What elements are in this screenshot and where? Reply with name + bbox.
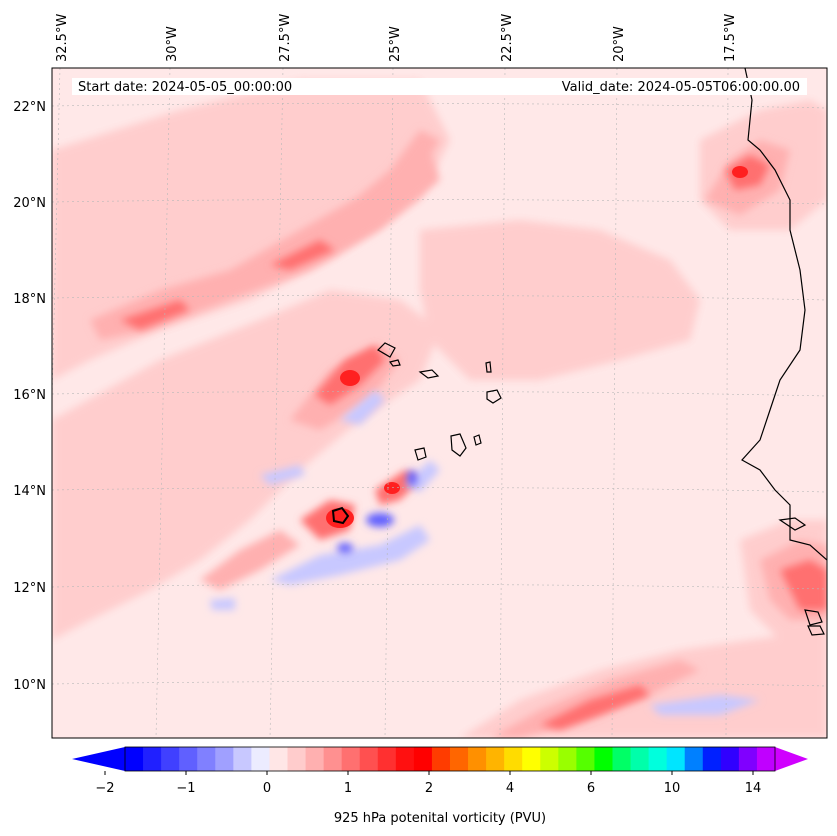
colorbar-tick-label: 1: [344, 781, 352, 796]
colorbar-cell: [702, 747, 722, 771]
colorbar-cell: [215, 747, 234, 771]
lat-label: 22°N: [13, 100, 46, 115]
graticule: [52, 68, 827, 738]
lat-label: 16°N: [13, 388, 46, 403]
colorbar-cell: [413, 747, 433, 771]
lon-label: 30°W: [165, 26, 180, 62]
colorbar-cell: [359, 747, 379, 771]
colorbar-tick-label: 2: [425, 781, 433, 796]
colorbar-cell: [504, 747, 523, 771]
colorbar-cell: [576, 747, 595, 771]
africa-coast: [741, 68, 827, 561]
island-maio: [473, 434, 482, 446]
lat-label: 20°N: [13, 196, 46, 211]
colorbar-cell: [287, 747, 306, 771]
lon-label: 20°W: [612, 26, 627, 62]
colorbar-tick-label: −1: [176, 781, 195, 796]
colorbar-tick-label: 10: [664, 781, 681, 796]
pv-field: [52, 68, 827, 738]
colorbar-cell: [143, 747, 162, 771]
colorbar-ticks: [104, 771, 754, 775]
lon-label: 32.5°W: [55, 14, 70, 62]
lat-label: 12°N: [13, 581, 46, 596]
coast-islets: [807, 625, 825, 636]
colorbar-cell: [756, 747, 776, 771]
coastlines: [331, 68, 827, 636]
colorbar-title: 925 hPa potenital vorticity (PVU): [334, 811, 546, 826]
colorbar-tick-label: 6: [587, 781, 595, 796]
colorbar-cell: [486, 747, 505, 771]
lon-label: 22.5°W: [500, 14, 515, 62]
colorbar-cell: [161, 747, 180, 771]
map-frame: [51, 67, 828, 739]
lat-label: 10°N: [13, 678, 46, 693]
start-date-label: Start date: 2024-05-05_00:00:00: [78, 80, 292, 95]
colorbar-cell: [522, 747, 541, 771]
island-brava: [331, 506, 350, 525]
lon-label: 27.5°W: [278, 14, 293, 62]
lat-label: 18°N: [13, 292, 46, 307]
colorbar-cell: [377, 747, 397, 771]
colorbar-cell: [594, 747, 613, 771]
colorbar-tick-label: 14: [745, 781, 762, 796]
lat-label: 14°N: [13, 484, 46, 499]
island-sao-nicolau: [418, 369, 440, 379]
colorbar-cell: [179, 747, 198, 771]
pv-negative: [210, 390, 760, 715]
header-bar: [72, 78, 807, 95]
pv-negative-strong: [337, 470, 417, 553]
colorbar-cell: [125, 747, 144, 771]
island-sal: [485, 361, 492, 373]
coast-guinea: [778, 517, 807, 531]
colorbar: −2 −1 0 1 2 4 6 10 14 925 hPa potenital …: [72, 746, 808, 826]
colorbar-cell: [630, 747, 650, 771]
valid-date-label: Valid_date: 2024-05-05T06:00:00.00: [562, 80, 800, 95]
colorbar-cell: [738, 747, 758, 771]
colorbar-cell: [305, 747, 325, 771]
colorbar-cell: [251, 747, 270, 771]
island-santiago: [450, 433, 467, 457]
lon-label: 17.5°W: [723, 14, 738, 62]
colorbar-cell: [720, 747, 740, 771]
lon-label: 25°W: [388, 26, 403, 62]
colorbar-cell: [233, 747, 252, 771]
longitude-labels: 32.5°W 30°W 27.5°W 25°W 22.5°W 20°W 17.5…: [55, 14, 738, 62]
island-fogo: [414, 447, 427, 461]
colorbar-cell: [612, 747, 631, 771]
colorbar-cell: [431, 747, 451, 771]
colorbar-cell: [197, 747, 216, 771]
colorbar-tick-label: 4: [506, 781, 514, 796]
colorbar-tick-label: 0: [263, 781, 271, 796]
colorbar-cell: [450, 747, 469, 771]
colorbar-cell: [341, 747, 361, 771]
latitude-labels: 22°N 20°N 18°N 16°N 14°N 12°N 10°N: [13, 100, 46, 693]
colorbar-cell: [558, 747, 577, 771]
colorbar-frame: [124, 746, 776, 772]
colorbar-tick-label: −2: [95, 781, 114, 796]
colorbar-tick-labels: −2 −1 0 1 2 4 6 10 14: [95, 781, 761, 796]
colorbar-cell: [684, 747, 704, 771]
coast-bissagos: [804, 609, 823, 626]
colorbar-cell: [648, 747, 668, 771]
colorbar-cell: [666, 747, 686, 771]
colorbar-cell: [468, 747, 487, 771]
colorbar-cell: [395, 747, 415, 771]
colorbar-extend-min: [72, 747, 125, 771]
island-boa-vista: [486, 389, 502, 404]
colorbar-cell: [540, 747, 559, 771]
colorbar-cells: [125, 747, 776, 771]
island-santo-antao: [377, 342, 396, 358]
colorbar-cell: [269, 747, 288, 771]
colorbar-extend-max: [775, 747, 808, 771]
island-sao-vicente: [388, 359, 401, 367]
colorbar-cell: [323, 747, 343, 771]
